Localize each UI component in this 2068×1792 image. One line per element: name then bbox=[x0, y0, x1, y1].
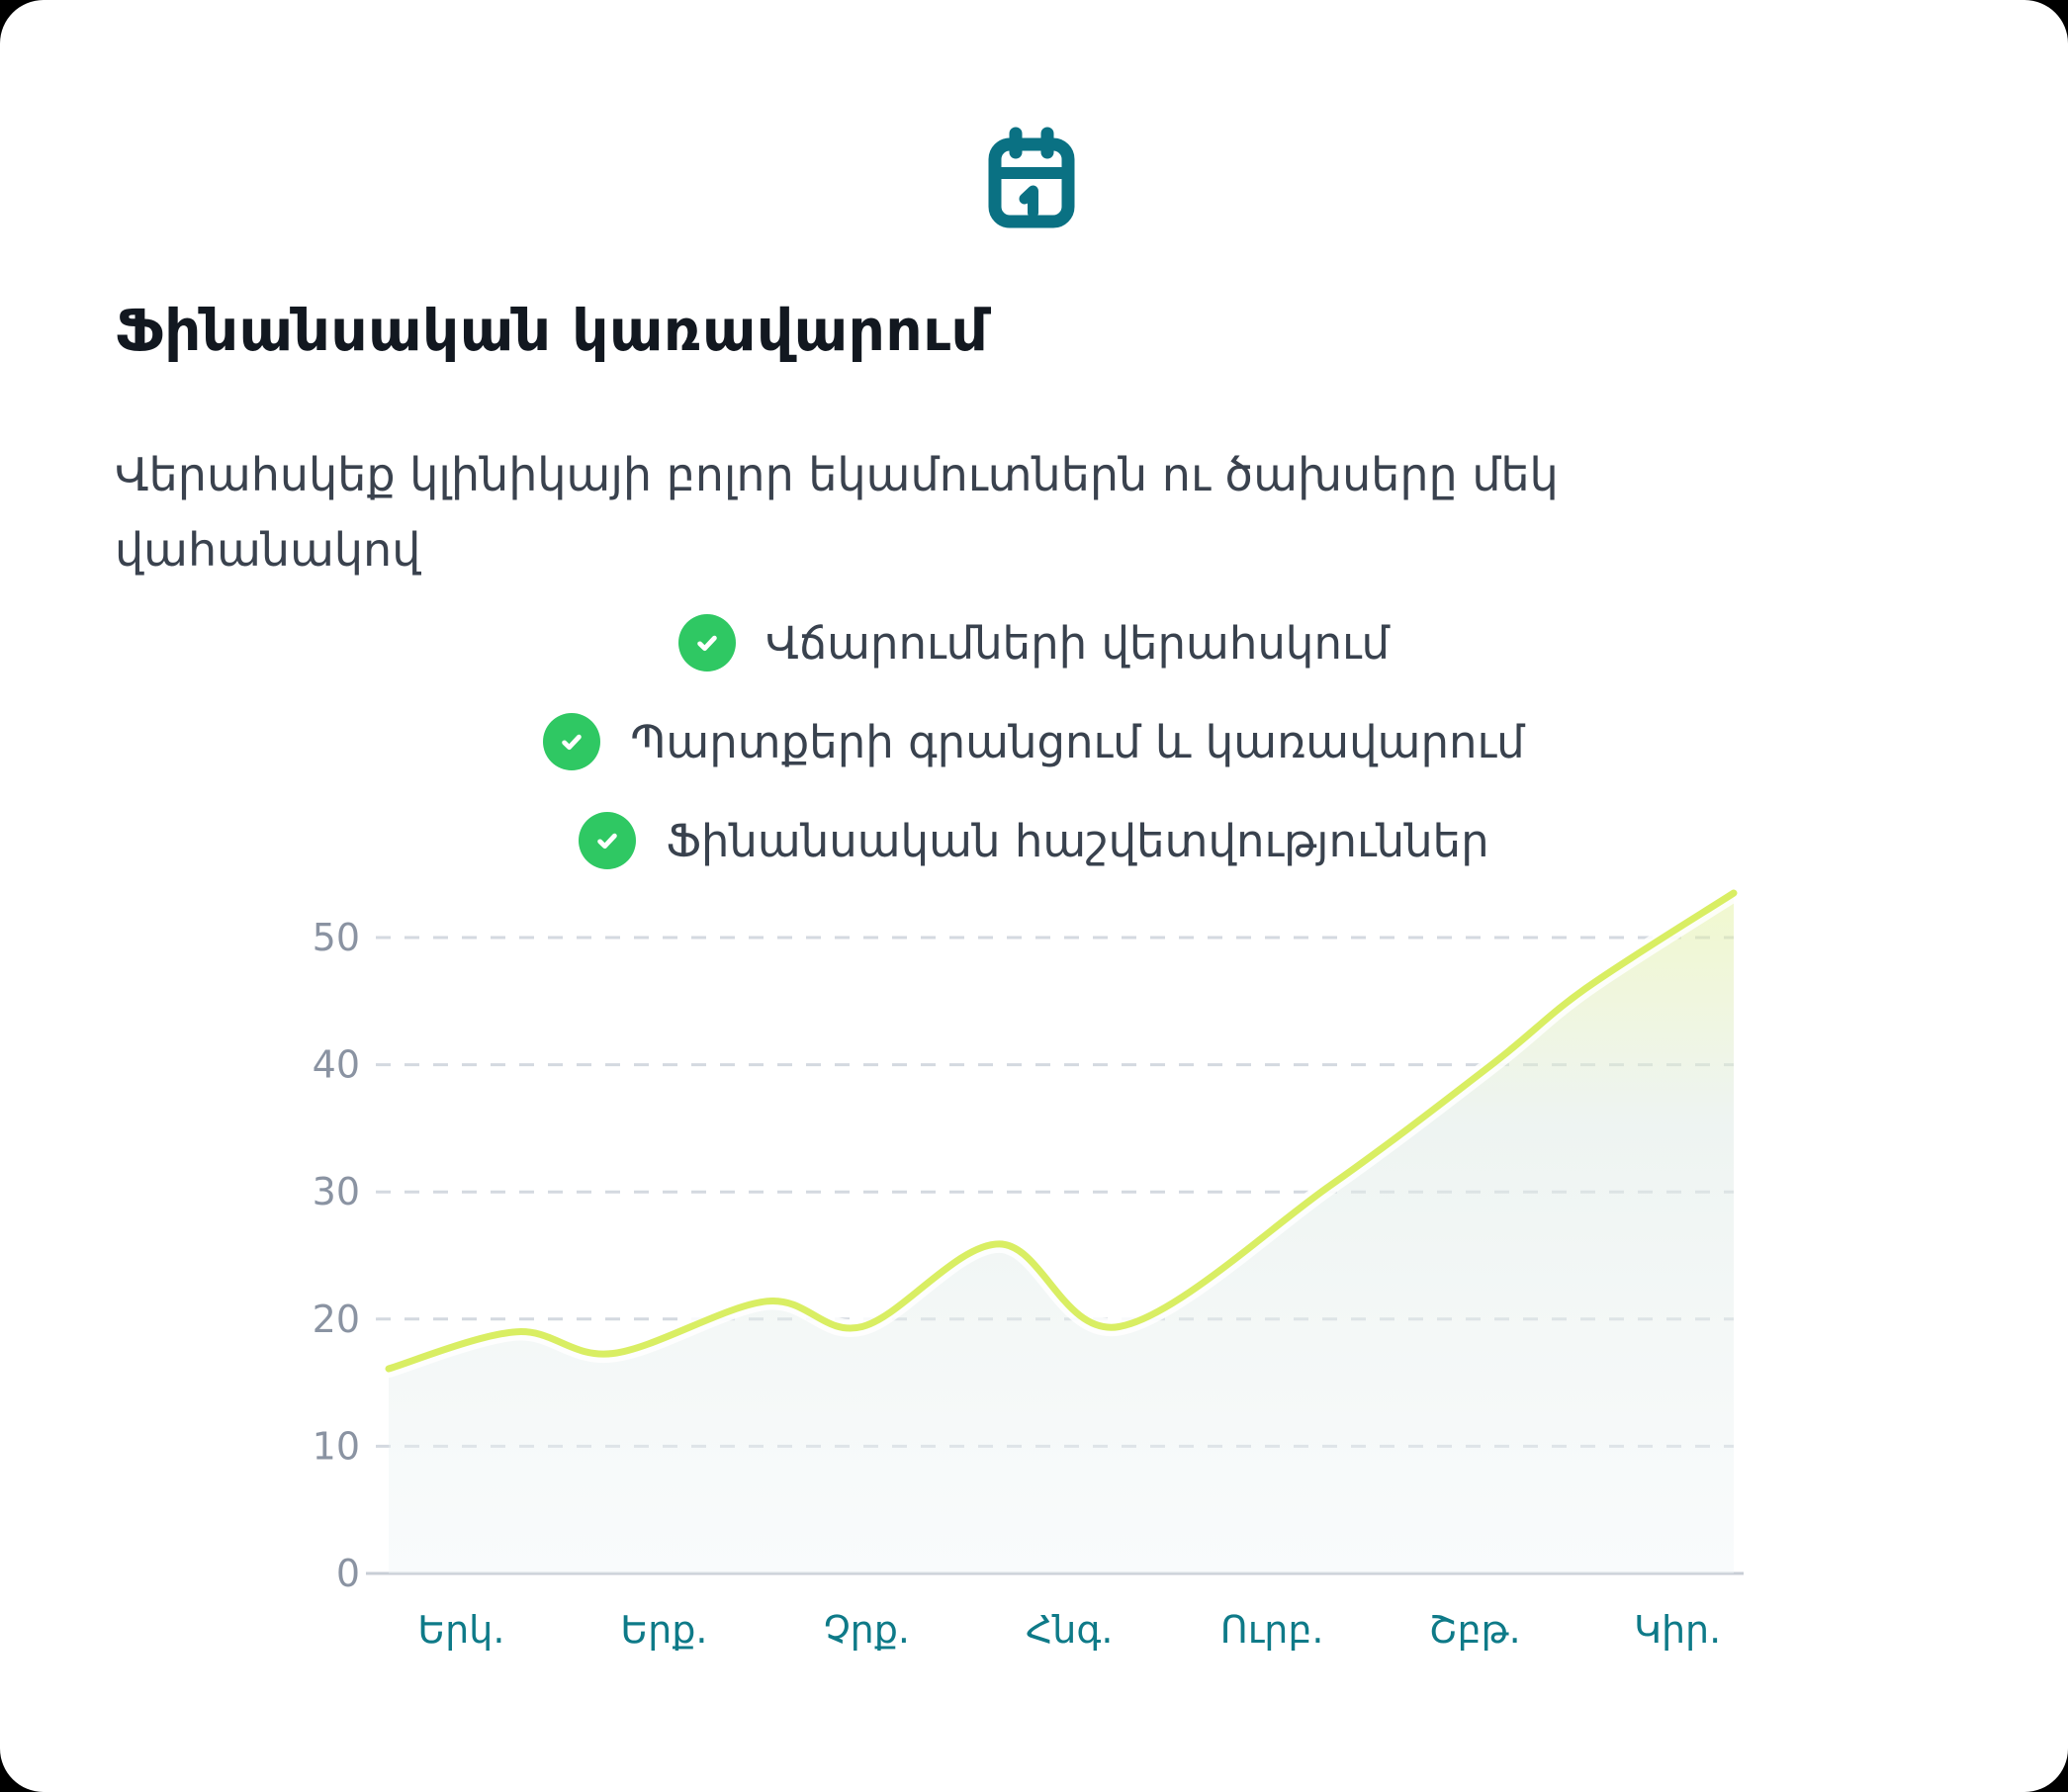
y-tick-label: 20 bbox=[313, 1298, 360, 1341]
feature-item: Ֆինանսական հաշվետվություններ bbox=[0, 812, 2068, 869]
trend-area-fill bbox=[389, 893, 1734, 1573]
page-subtitle: Վերահսկեք կլինիկայի բոլոր եկամուտներն ու… bbox=[115, 448, 1559, 578]
y-tick-label: 30 bbox=[313, 1170, 360, 1213]
x-tick-label: Կիր. bbox=[1634, 1608, 1721, 1652]
y-tick-label: 40 bbox=[313, 1043, 360, 1087]
trend-line bbox=[385, 889, 1738, 1373]
x-tick-label: Ուրբ. bbox=[1220, 1608, 1324, 1652]
check-circle-icon bbox=[677, 614, 736, 672]
y-tick-label: 10 bbox=[313, 1424, 360, 1468]
check-circle-icon bbox=[579, 812, 637, 869]
x-tick-label: Շբթ. bbox=[1429, 1608, 1521, 1652]
feature-list: Վճարումների վերահսկում Պարտքերի գրանցում… bbox=[0, 614, 2068, 869]
feature-item: Վճարումների վերահսկում bbox=[0, 614, 2068, 672]
x-axis-labels: Երկ. Երք. Չրք. Հնգ. Ուրբ. Շբթ. Կիր. bbox=[417, 1608, 1721, 1652]
x-tick-label: Երք. bbox=[620, 1608, 707, 1652]
y-tick-label: 50 bbox=[313, 916, 360, 959]
x-tick-label: Երկ. bbox=[417, 1608, 504, 1652]
x-tick-label: Չրք. bbox=[824, 1608, 910, 1652]
x-tick-label: Հնգ. bbox=[1026, 1608, 1113, 1652]
y-tick-label: 0 bbox=[336, 1552, 360, 1595]
feature-label: Ֆինանսական հաշվետվություններ bbox=[666, 814, 1489, 867]
calendar-icon bbox=[986, 127, 1077, 231]
feature-label: Պարտքերի գրանցում և կառավարում bbox=[630, 715, 1525, 768]
feature-label: Վճարումների վերահսկում bbox=[764, 616, 1391, 670]
page-title: Ֆինանսական կառավարում bbox=[115, 297, 989, 364]
feature-item: Պարտքերի գրանցում և կառավարում bbox=[0, 713, 2068, 770]
weekly-trend-chart: 0 10 20 30 40 50 Երկ. Երք. Չրք. Հնգ. Ուրբ. Շբթ. Կիր. bbox=[277, 851, 1840, 1681]
check-circle-icon bbox=[543, 713, 601, 770]
